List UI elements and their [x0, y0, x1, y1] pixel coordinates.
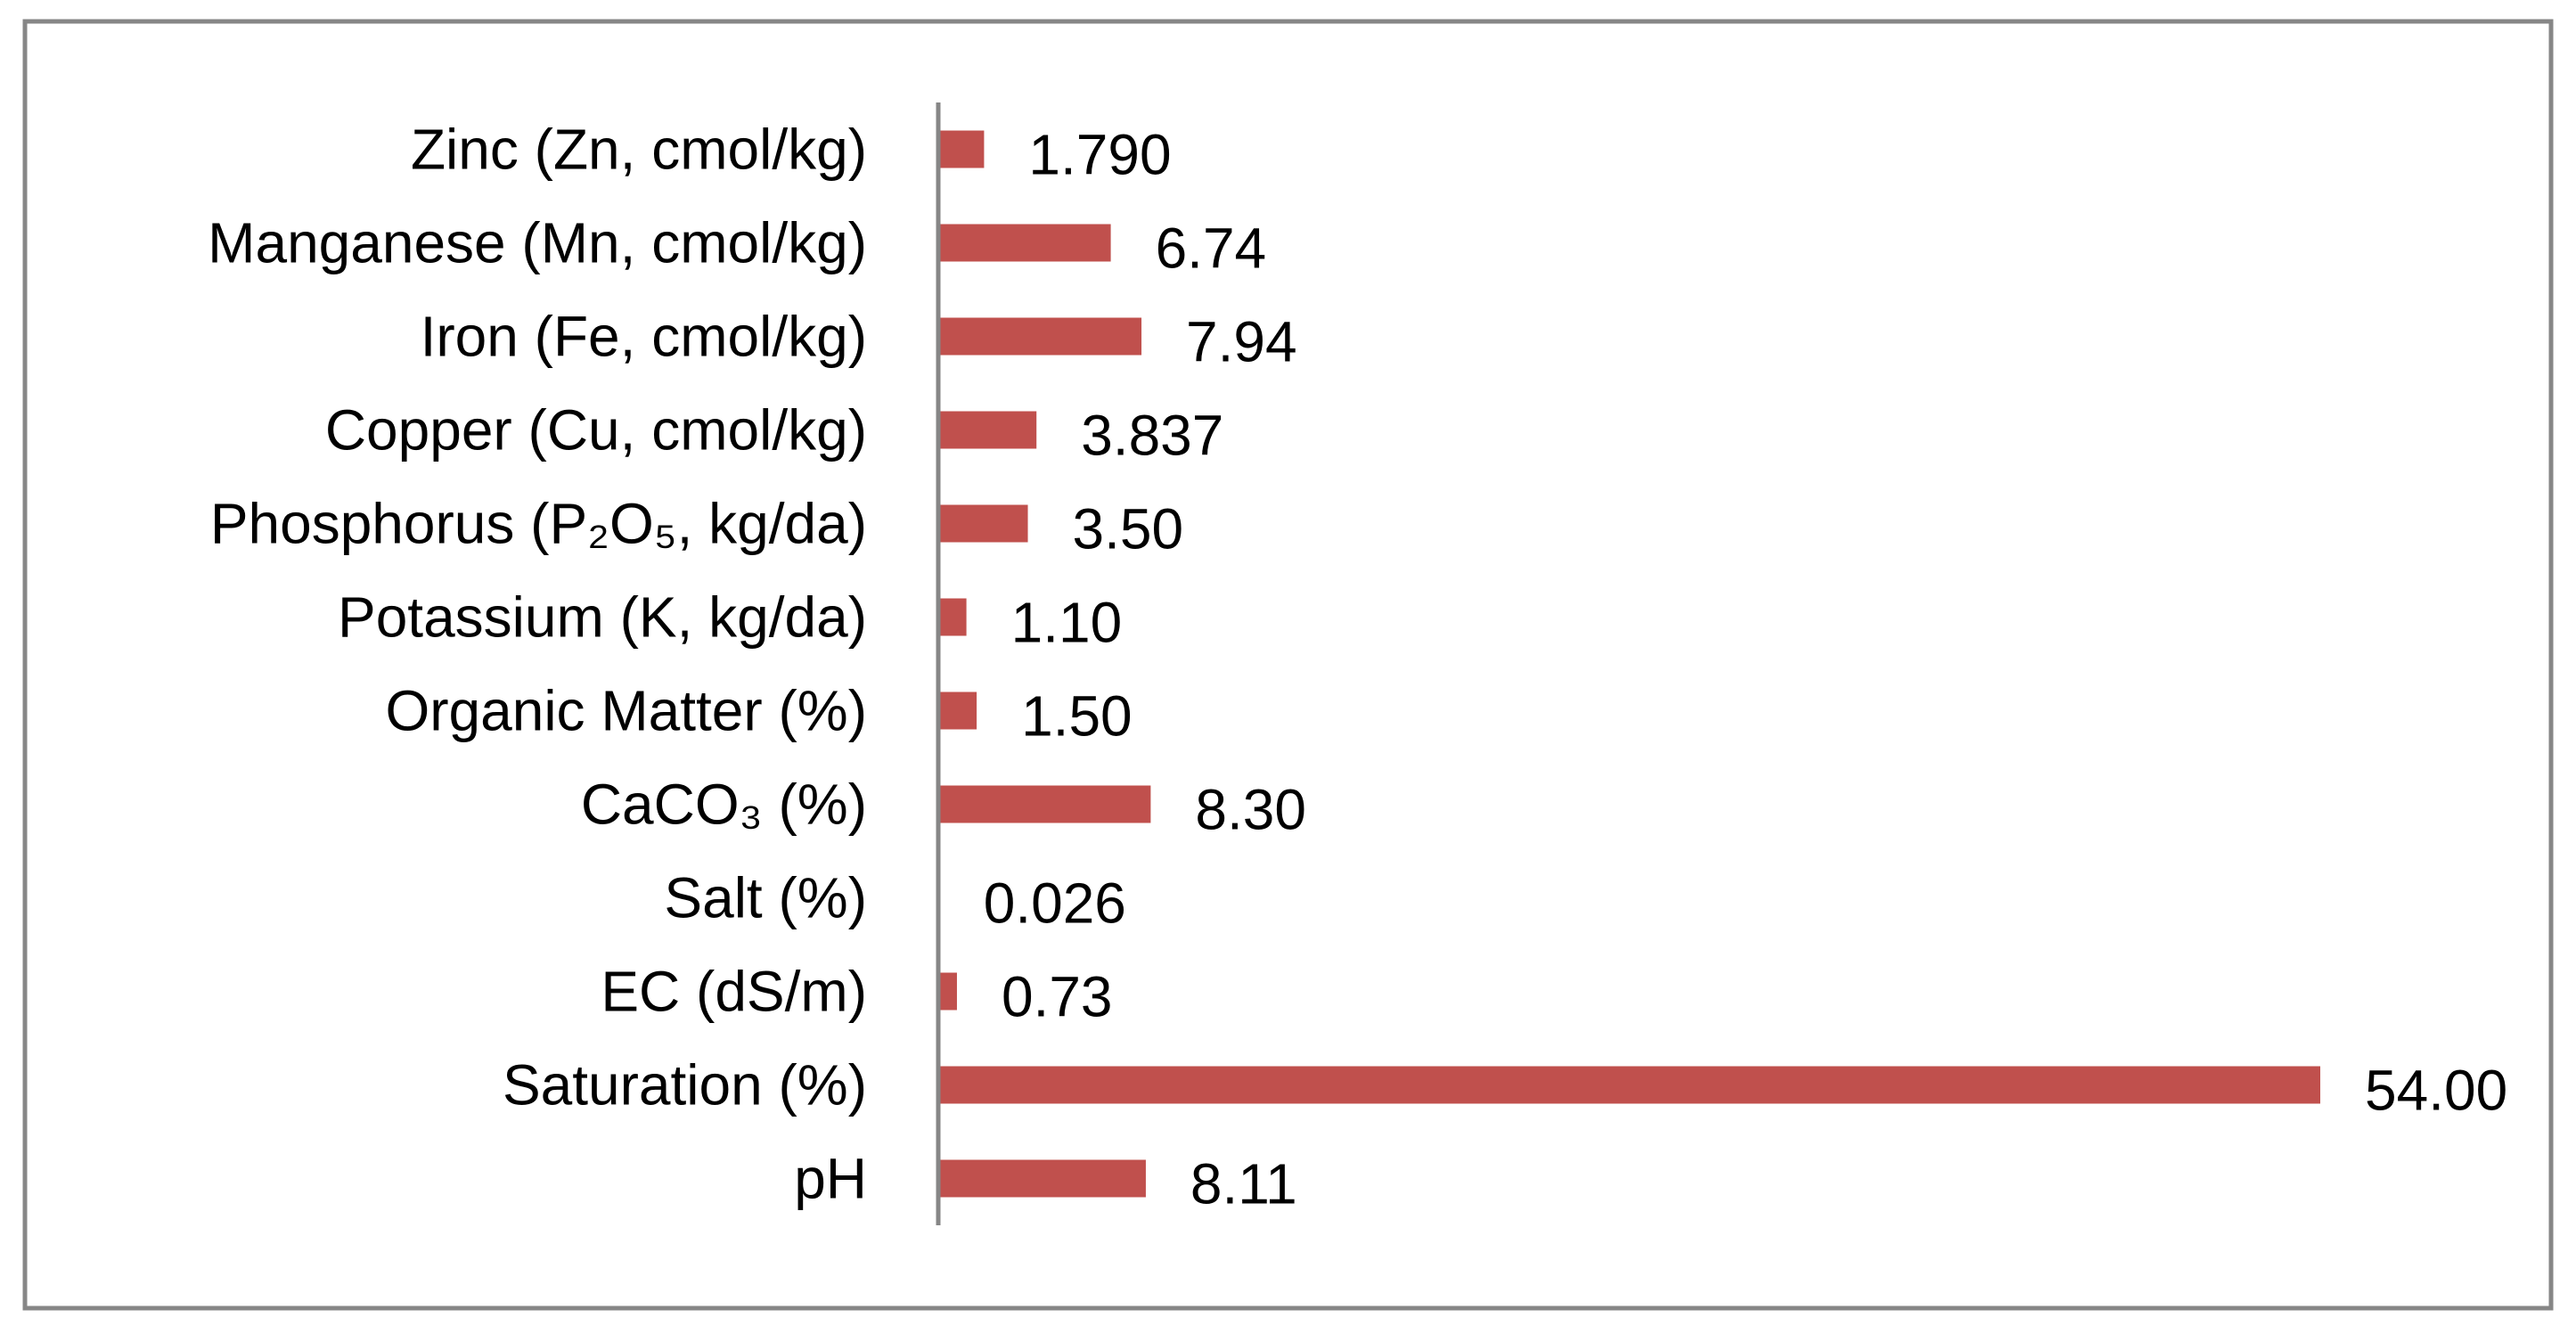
category-label: pH: [794, 1147, 867, 1211]
bar: [938, 1159, 1146, 1198]
data-label: 0.73: [1002, 965, 1113, 1029]
category-label: Organic Matter (%): [385, 679, 867, 743]
category-label: Copper (Cu, cmol/kg): [325, 398, 867, 462]
category-label: Iron (Fe, cmol/kg): [421, 305, 867, 369]
category-label: CaCO₃ (%): [581, 773, 867, 837]
bar: [938, 972, 957, 1011]
bars: [938, 130, 2320, 1198]
bar: [938, 692, 977, 730]
bar: [938, 598, 967, 636]
bar: [938, 130, 985, 168]
data-label: 1.10: [1011, 591, 1123, 655]
bar: [938, 785, 1151, 823]
category-labels: Zinc (Zn, cmol/kg) Manganese (Mn, cmol/kg…: [208, 118, 867, 1211]
category-label: Potassium (K, kg/da): [338, 585, 867, 650]
category-label: Saturation (%): [503, 1053, 867, 1117]
data-label: 3.837: [1081, 404, 1223, 468]
data-label: 6.74: [1156, 217, 1267, 281]
category-label: EC (dS/m): [601, 960, 867, 1024]
data-label: 1.790: [1028, 123, 1171, 187]
category-label: Zinc (Zn, cmol/kg): [411, 118, 867, 182]
bar: [938, 317, 1142, 356]
data-labels: 1.790 6.74 7.94 3.837 3.50 1.10 1.50 8.30 0.026 0…: [984, 123, 2507, 1216]
category-label: Manganese (Mn, cmol/kg): [208, 211, 867, 275]
category-label: Salt (%): [664, 866, 867, 930]
data-label: 54.00: [2365, 1059, 2507, 1123]
category-label: Phosphorus (P₂O₅, kg/da): [210, 492, 867, 556]
data-label: 8.11: [1190, 1152, 1297, 1216]
bar: [938, 504, 1028, 543]
bar: [938, 411, 1037, 449]
bar: [938, 224, 1111, 262]
data-label: 8.30: [1195, 778, 1306, 842]
bar: [938, 1066, 2320, 1104]
data-label: 1.50: [1021, 684, 1133, 749]
data-label: 3.50: [1073, 497, 1184, 561]
data-label: 0.026: [984, 872, 1126, 936]
data-label: 7.94: [1186, 310, 1297, 374]
